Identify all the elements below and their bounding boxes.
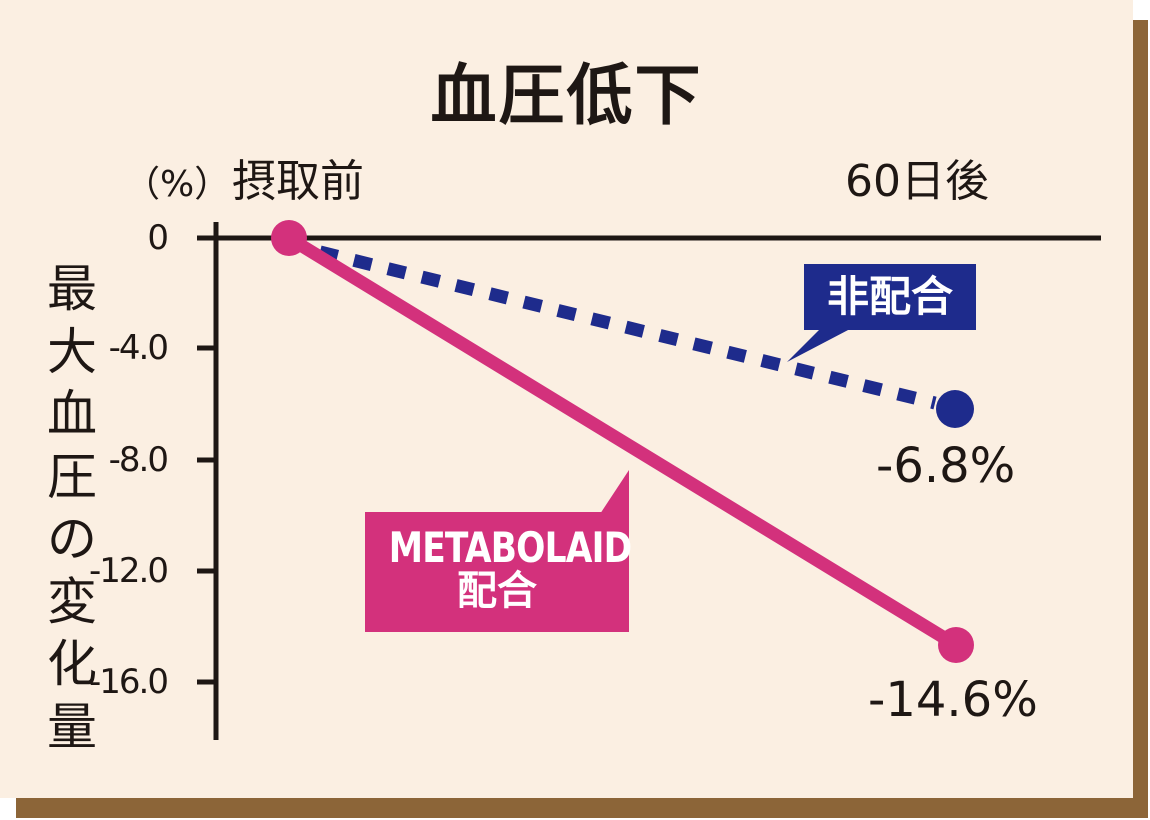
frame-shadow-right	[1133, 20, 1148, 818]
chart-panel: 血圧低下 （%） 摂取前 60日後 最大血圧の変化量 0 -4.0 -8.0 -…	[0, 0, 1133, 798]
value-label-non-formulated: -6.8%	[876, 438, 1016, 494]
badge-formulated-text: 配合	[457, 568, 537, 615]
callout-pointer-pink	[600, 470, 629, 514]
x-label-after: 60日後	[845, 156, 989, 207]
y-unit-label: （%）	[124, 164, 231, 205]
legend-badge-metabolaid: METABOLAID 配合	[365, 512, 632, 632]
callout-pointer-blue	[787, 329, 850, 362]
series-start-point	[271, 220, 307, 256]
x-label-before: 摂取前	[232, 156, 364, 207]
y-tick-minus-4: -4.0	[108, 328, 169, 368]
badge-brand-text: METABOLAID	[388, 523, 632, 572]
value-label-metabolaid: -14.6%	[868, 672, 1038, 728]
chart-plot	[197, 220, 1101, 740]
y-tick-minus-16: -16.0	[89, 662, 169, 702]
y-tick-minus-8: -8.0	[108, 440, 169, 480]
series-line-non-formulated	[318, 245, 937, 410]
frame-shadow-bottom	[16, 798, 1148, 818]
series-endpoint-non-formulated	[936, 390, 974, 428]
series-line-metabolaid	[282, 231, 963, 652]
y-tick-minus-12: -12.0	[89, 551, 169, 591]
legend-badge-non-formulated: 非配合	[804, 264, 976, 330]
y-axis-title: 最大血圧の変化量	[47, 260, 97, 756]
chart-title: 血圧低下	[430, 57, 703, 134]
series-endpoint-metabolaid	[938, 627, 974, 663]
y-tick-0: 0	[147, 218, 169, 258]
